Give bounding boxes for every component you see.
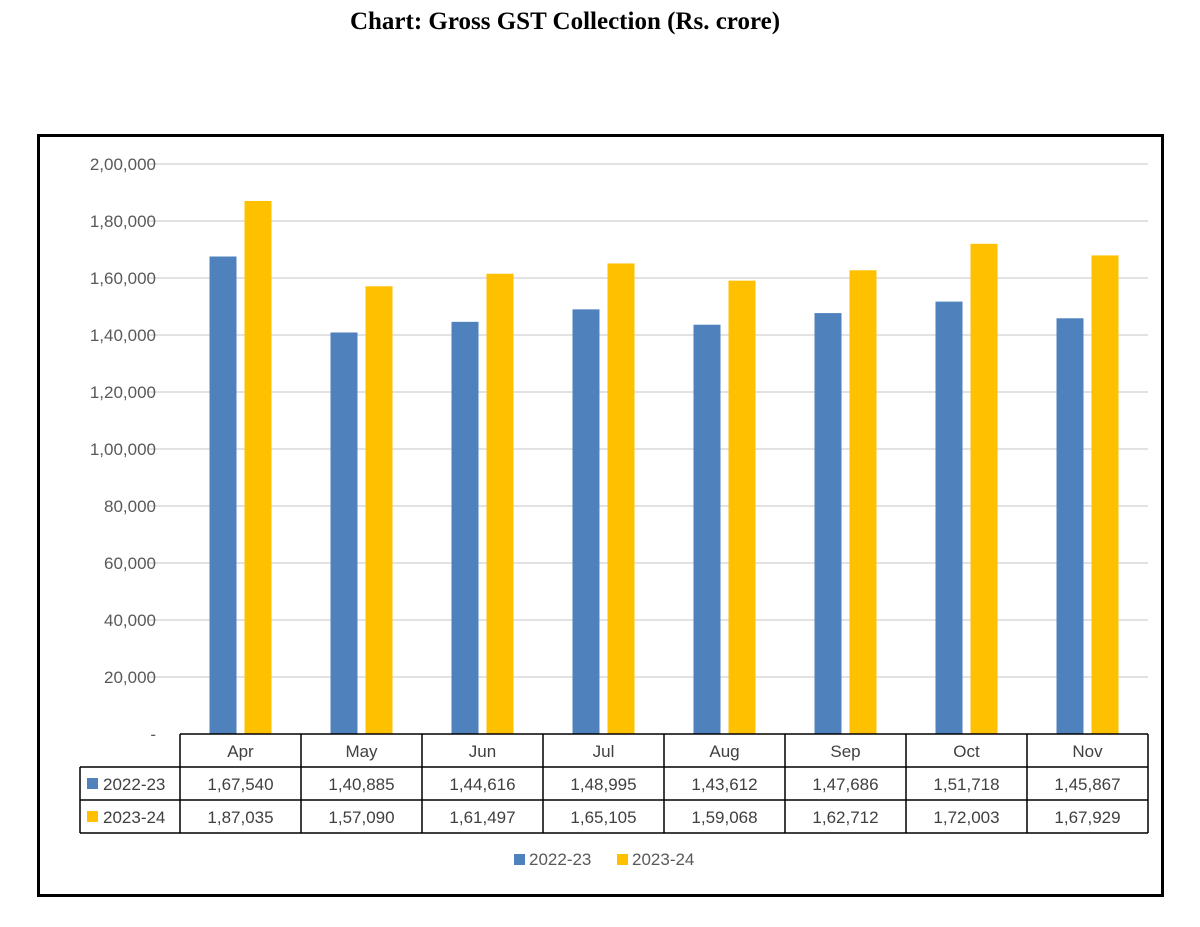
y-tick-label: 1,40,000 xyxy=(90,326,156,345)
legend-label: 2022-23 xyxy=(529,850,591,869)
chart-frame: - 20,000 40,000 60,000 80,000 1,00,000 1,20,00… xyxy=(37,134,1164,897)
table-cell-value: 1,67,929 xyxy=(1054,808,1120,827)
y-tick-label: 1,60,000 xyxy=(90,269,156,288)
bar-2022-23-Sep xyxy=(814,313,842,734)
chart-title: Chart: Gross GST Collection (Rs. crore) xyxy=(349,8,781,35)
table-cell-value: 1,48,995 xyxy=(570,775,636,794)
table-cell-value: 1,45,867 xyxy=(1054,775,1120,794)
bar-2022-23-May xyxy=(330,332,358,734)
table-cell-value: 1,65,105 xyxy=(570,808,636,827)
y-tick-label: 60,000 xyxy=(104,554,156,573)
bar-2023-24-Aug xyxy=(728,280,756,734)
table-cell-value: 1,47,686 xyxy=(812,775,878,794)
y-tick-label: 1,00,000 xyxy=(90,440,156,459)
bar-2023-24-Nov xyxy=(1091,255,1119,734)
series-name: 2022-23 xyxy=(103,775,165,794)
category-label: Jul xyxy=(593,742,615,761)
legend-swatch-2022-23 xyxy=(514,854,525,865)
category-label: Oct xyxy=(953,742,980,761)
table-cell-value: 1,87,035 xyxy=(207,808,273,827)
legend-key-2022-23 xyxy=(87,778,98,789)
table-cell-value: 1,40,885 xyxy=(328,775,394,794)
legend-key-2023-24 xyxy=(87,811,98,822)
bar-2023-24-May xyxy=(365,286,393,734)
bar-2022-23-Aug xyxy=(693,324,721,734)
y-tick-label: 20,000 xyxy=(104,668,156,687)
bar-2023-24-Apr xyxy=(244,200,272,734)
y-tick-label: 80,000 xyxy=(104,497,156,516)
bar-2022-23-Nov xyxy=(1056,318,1084,734)
table-cell-value: 1,67,540 xyxy=(207,775,273,794)
y-tick-label: 1,20,000 xyxy=(90,383,156,402)
category-label: Jun xyxy=(469,742,496,761)
legend-label: 2023-24 xyxy=(632,850,694,869)
category-label: Nov xyxy=(1072,742,1103,761)
table-cell-value: 1,72,003 xyxy=(933,808,999,827)
bar-2022-23-Apr xyxy=(209,256,237,734)
table-cell-value: 1,59,068 xyxy=(691,808,757,827)
series-name: 2023-24 xyxy=(103,808,165,827)
table-cell-value: 1,44,616 xyxy=(449,775,515,794)
bar-2022-23-Jul xyxy=(572,309,600,734)
table-cell-value: 1,57,090 xyxy=(328,808,394,827)
category-label: May xyxy=(345,742,378,761)
bar-2022-23-Jun xyxy=(451,321,479,734)
table-cell-value: 1,43,612 xyxy=(691,775,757,794)
table-cell-value: 1,51,718 xyxy=(933,775,999,794)
table-cell-value: 1,61,497 xyxy=(449,808,515,827)
y-tick-label: 40,000 xyxy=(104,611,156,630)
category-label: Apr xyxy=(227,742,254,761)
category-label: Sep xyxy=(830,742,860,761)
y-tick-label: 1,80,000 xyxy=(90,212,156,231)
bar-2023-24-Jun xyxy=(486,273,514,734)
bar-chart: - 20,000 40,000 60,000 80,000 1,00,000 1,20,00… xyxy=(79,155,1149,869)
bar-2022-23-Oct xyxy=(935,301,963,734)
y-tick-label: 2,00,000 xyxy=(90,155,156,174)
bar-2023-24-Jul xyxy=(607,263,635,734)
bar-2023-24-Oct xyxy=(970,243,998,734)
bar-2023-24-Sep xyxy=(849,270,877,734)
y-tick-label: - xyxy=(150,725,156,744)
legend-swatch-2023-24 xyxy=(617,854,628,865)
table-cell-value: 1,62,712 xyxy=(812,808,878,827)
category-label: Aug xyxy=(709,742,739,761)
